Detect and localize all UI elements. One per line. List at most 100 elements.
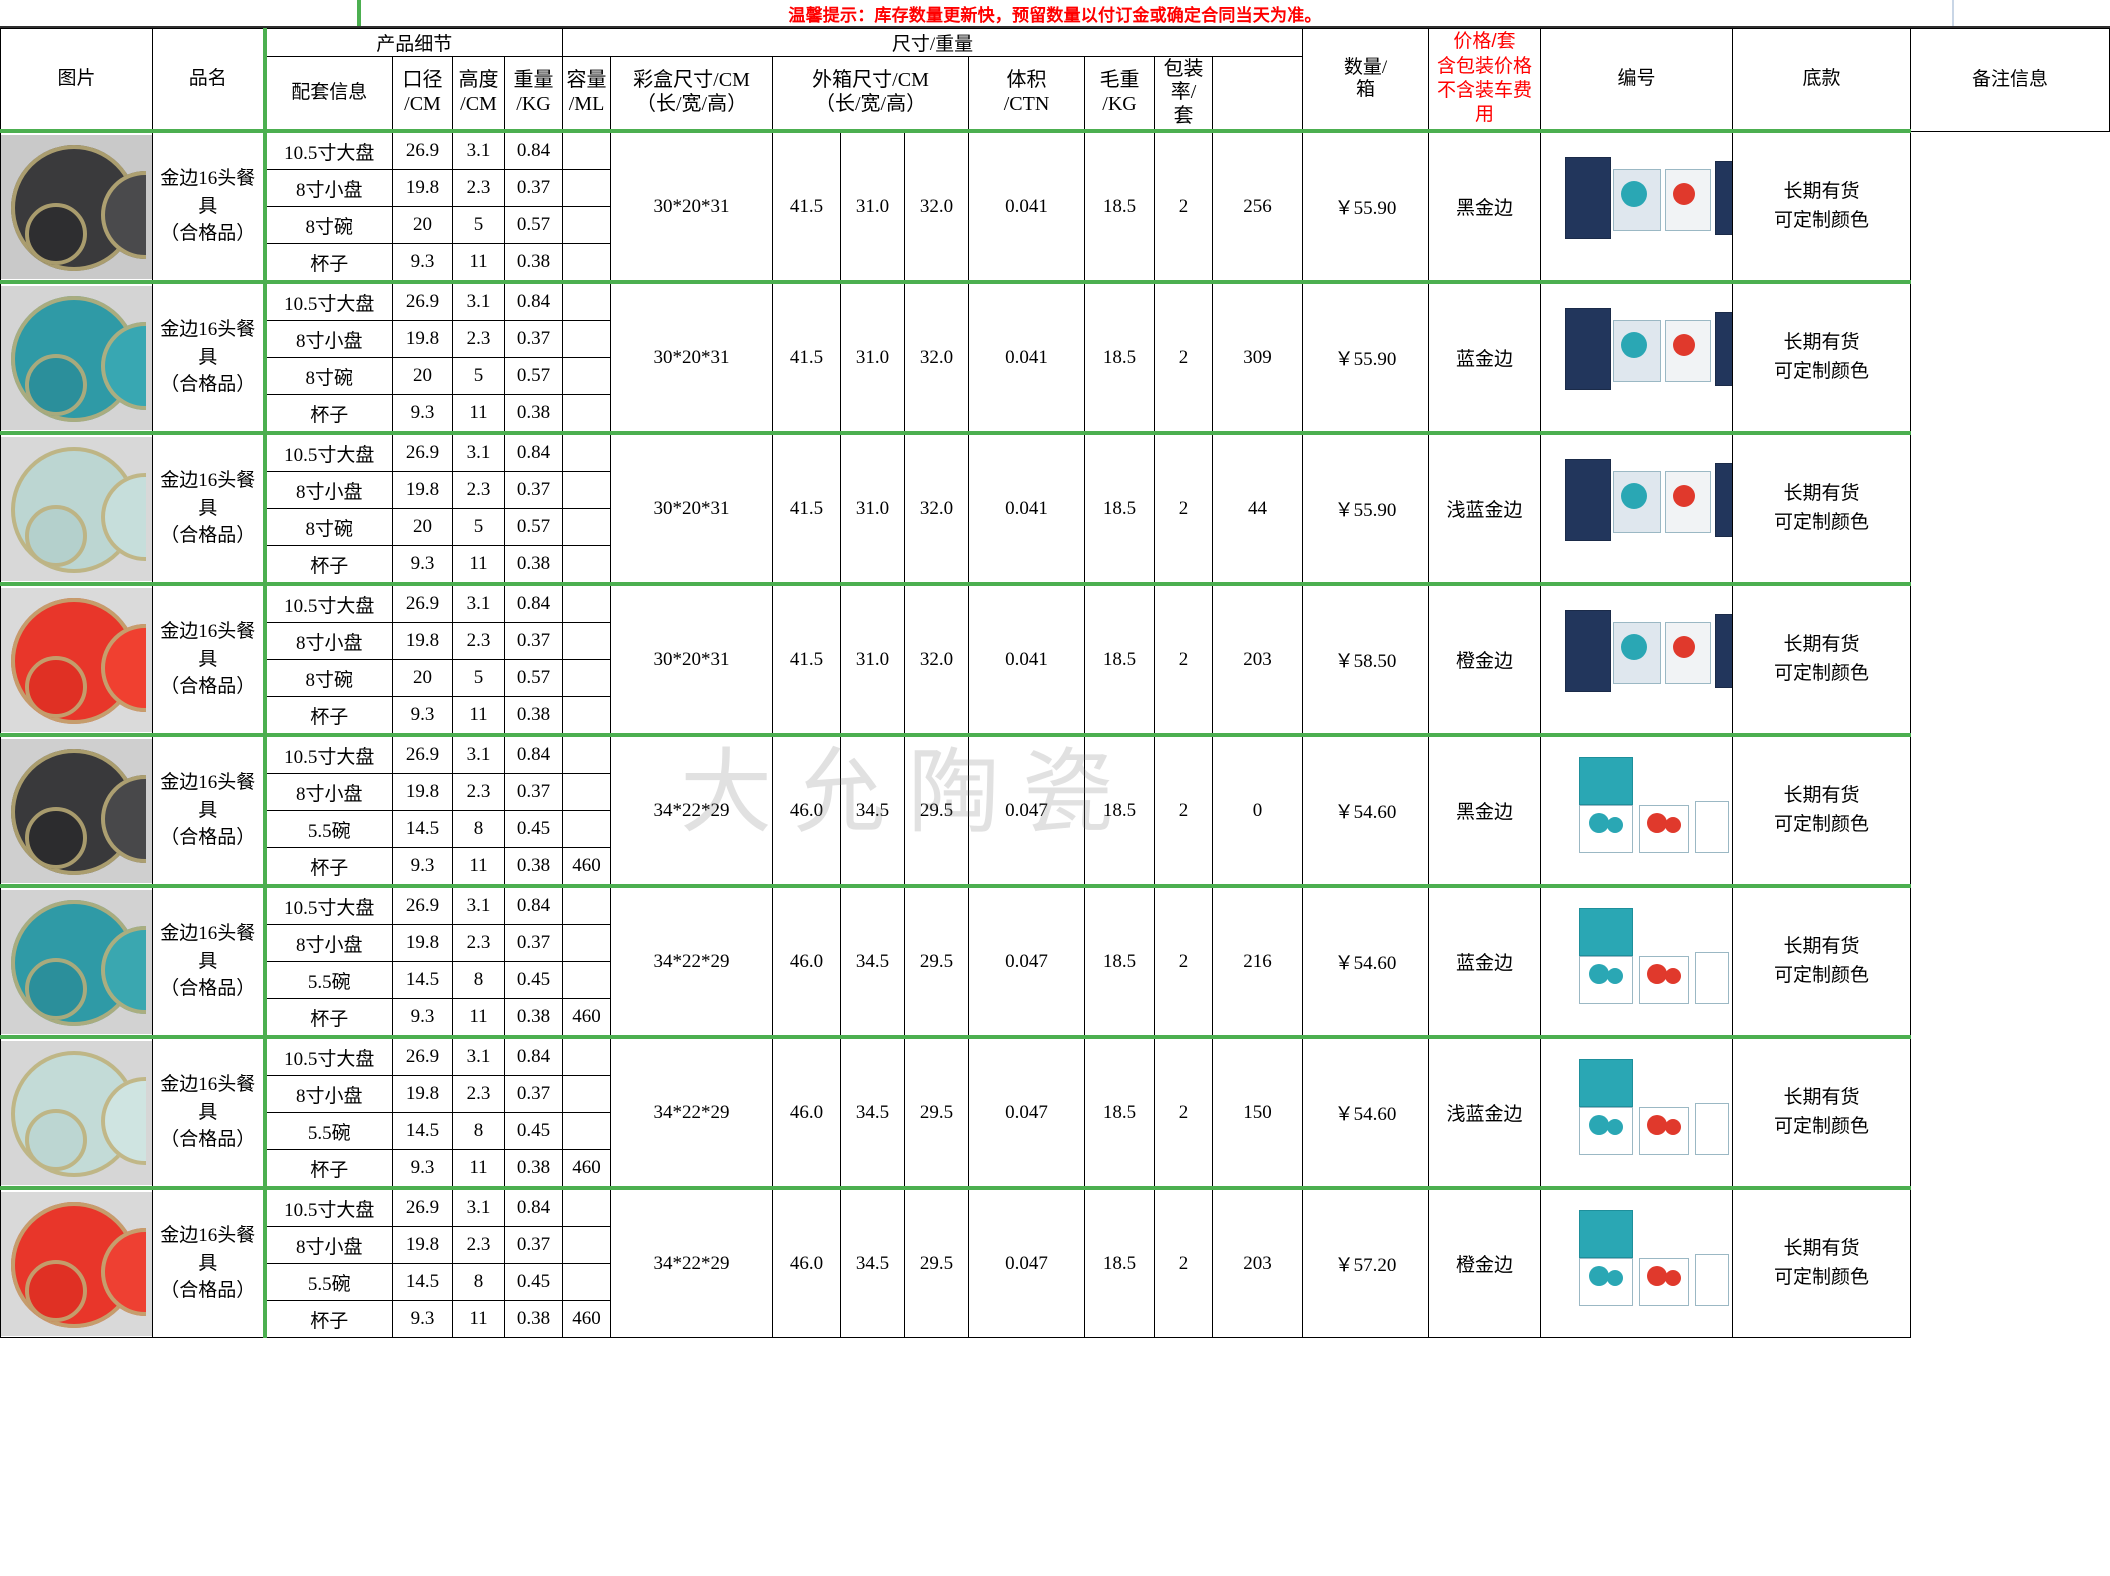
table-row: 8寸碗 20 5 0.57 [1, 659, 2110, 697]
cell-height: 11 [452, 696, 505, 736]
product-name-line2: （合格品） [160, 1129, 256, 1151]
th-pack-rate: 包装 率/ 套 [1154, 56, 1214, 132]
cell-price: ￥55.90 [1302, 431, 1430, 585]
cell-qty: 0 [1212, 733, 1304, 887]
cell-gross-weight: 18.5 [1084, 129, 1156, 283]
cell-code: 浅蓝金边 [1428, 431, 1542, 585]
art-swatch-teal-b [1607, 967, 1624, 984]
green-divider-left [357, 0, 361, 26]
cell-diameter: 26.9 [392, 431, 453, 472]
blue-divider-right [1952, 0, 1954, 26]
art-panel-main [1565, 307, 1612, 390]
bottom-style-artwork [1542, 1200, 1732, 1328]
cell-diameter: 9.3 [392, 394, 453, 434]
th-gross-weight: 毛重 /KG [1084, 56, 1156, 132]
bowl [25, 957, 87, 1020]
th-carton-line1: 外箱尺寸/CM [812, 69, 929, 92]
cell-capacity [562, 884, 612, 925]
cell-capacity [562, 696, 612, 736]
cell-diameter: 9.3 [392, 847, 453, 887]
art-panel-2 [1579, 1257, 1634, 1306]
cell-price: ￥57.20 [1302, 1186, 1430, 1338]
cell-remark: 长期有货 可定制颜色 [1732, 582, 1912, 736]
cell-diameter: 26.9 [392, 884, 453, 925]
cell-remark: 长期有货 可定制颜色 [1732, 431, 1912, 585]
remark-line1: 长期有货 [1783, 332, 1860, 353]
cell-config-name: 8寸小盘 [262, 1075, 393, 1113]
cell-capacity: 460 [562, 998, 612, 1038]
cell-colorbox: 34*22*29 [610, 884, 774, 1038]
bowl [25, 655, 87, 718]
th-colorbox-line2: （长/宽/高） [635, 93, 748, 115]
cell-diameter: 19.8 [392, 1226, 453, 1264]
table-row: 金边16头餐具 （合格品） 10.5寸大盘 26.9 3.1 0.84 34*22*29 46… [0, 1186, 2110, 1338]
cell-height: 3.1 [452, 733, 505, 774]
cell-diameter: 14.5 [392, 961, 453, 999]
cell-product-name: 金边16头餐具 （合格品） [152, 1035, 265, 1189]
cell-capacity [562, 659, 612, 697]
cell-capacity [562, 1263, 612, 1301]
table-row: 金边16头餐具 （合格品） 10.5寸大盘 26.9 3.1 0.84 34*22*29 46… [0, 733, 2110, 887]
cell-colorbox: 30*20*31 [610, 582, 774, 736]
product-photo [1, 437, 152, 581]
cell-carton-width: 31.0 [840, 129, 906, 283]
cell-bottom-style [1540, 1186, 1734, 1338]
cell-capacity: 460 [562, 1300, 612, 1338]
th-qty-line2: 箱 [1356, 79, 1376, 100]
cell-volume: 0.041 [968, 431, 1086, 585]
cell-weight: 0.57 [503, 357, 564, 395]
cell-carton-length: 46.0 [772, 1186, 842, 1338]
bottom-style-artwork [1542, 143, 1732, 271]
art-swatch-teal-b [1607, 816, 1624, 833]
th-gross-weight-line2: /KG [1102, 93, 1137, 115]
header-column-row: 配套信息 口径 /CM 高度 /CM 重量 /KG 容量 /ML 彩盒尺寸/CM… [1, 56, 2110, 132]
cell-carton-height: 29.5 [904, 1035, 970, 1189]
art-swatch-red [1673, 484, 1696, 507]
bowl [25, 202, 87, 265]
cell-photo [0, 1186, 153, 1338]
cell-config-name: 杯子 [262, 545, 393, 585]
cell-diameter: 20 [392, 206, 453, 244]
photo-inner [7, 892, 146, 1032]
cell-capacity [562, 1035, 612, 1076]
cell-gross-weight: 18.5 [1084, 582, 1156, 736]
cell-height: 3.1 [452, 884, 505, 925]
product-name-line2: （合格品） [160, 676, 256, 698]
cell-photo [0, 1035, 153, 1189]
cell-volume: 0.047 [968, 1035, 1086, 1189]
cell-height: 2.3 [452, 773, 505, 811]
cell-weight: 0.37 [503, 471, 564, 509]
cell-carton-height: 29.5 [904, 1186, 970, 1338]
cell-height: 8 [452, 961, 505, 999]
cell-product-name: 金边16头餐具 （合格品） [152, 582, 265, 736]
product-photo [1, 588, 152, 732]
cell-capacity [562, 508, 612, 546]
cell-capacity [562, 431, 612, 472]
remark-line1: 长期有货 [1783, 634, 1860, 655]
product-name-line1: 金边16头餐具 [160, 319, 256, 368]
cell-height: 11 [452, 998, 505, 1038]
cell-diameter: 9.3 [392, 696, 453, 736]
cell-config-name: 5.5碗 [262, 961, 393, 999]
art-swatch-red-a [1647, 963, 1668, 984]
th-price-line2: 含包装价格 [1437, 55, 1533, 77]
cell-carton-width: 34.5 [840, 733, 906, 887]
remark-line2: 可定制颜色 [1774, 662, 1870, 684]
cell-config-name: 8寸碗 [262, 206, 393, 244]
cell-weight: 0.45 [503, 961, 564, 999]
art-swatch-red [1673, 635, 1696, 658]
product-name-line2: （合格品） [160, 1280, 256, 1302]
remark-line1: 长期有货 [1783, 1238, 1860, 1259]
table-row: 杯子 9.3 11 0.38 460 [1, 1300, 2110, 1338]
remark-line1: 长期有货 [1783, 181, 1860, 202]
remark-line2: 可定制颜色 [1774, 964, 1870, 986]
cell-capacity [562, 1226, 612, 1264]
cell-gross-weight: 18.5 [1084, 280, 1156, 434]
cell-qty: 256 [1212, 129, 1304, 283]
table-body: 金边16头餐具 （合格品） 10.5寸大盘 26.9 3.1 0.84 30*20*31 41… [0, 129, 2110, 1338]
art-swatch-teal-a [1589, 963, 1610, 984]
table-row: 杯子 9.3 11 0.38 [1, 696, 2110, 736]
cell-gross-weight: 18.5 [1084, 1035, 1156, 1189]
cell-weight: 0.84 [503, 1035, 564, 1076]
table-row: 8寸小盘 19.8 2.3 0.37 [1, 1075, 2110, 1113]
